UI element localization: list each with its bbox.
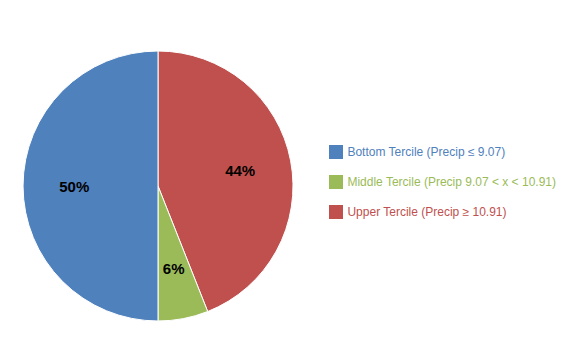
svg-text:44%: 44% xyxy=(225,162,255,179)
svg-text:50%: 50% xyxy=(59,178,89,195)
html-text:Upper Tercile (Precip ≥ 10.91): Upper Tercile (Precip ≥ 10.91) xyxy=(347,204,507,219)
svg-text:6%: 6% xyxy=(163,260,185,277)
html-text:Middle Tercile (Precip 9.07 <: Middle Tercile (Precip 9.07 < x < 10.91) xyxy=(347,174,556,189)
html-text:Bottom Tercile (Precip ≤ 9.07): Bottom Tercile (Precip ≤ 9.07) xyxy=(347,144,506,159)
